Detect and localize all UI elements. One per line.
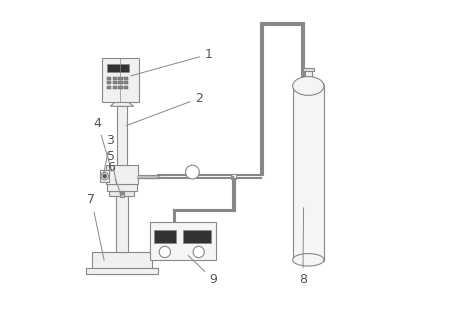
Circle shape [193,246,204,258]
Text: 9: 9 [188,255,217,286]
Bar [100,170,109,182]
Bar [304,70,311,78]
Circle shape [232,176,234,178]
Text: 4: 4 [94,117,112,171]
Bar [292,86,323,261]
Text: 6: 6 [107,161,119,191]
Bar [92,252,151,274]
Text: 2: 2 [126,92,203,126]
Bar [117,106,127,165]
Bar [115,192,128,252]
Ellipse shape [292,76,323,95]
Text: 1: 1 [131,48,213,76]
Bar [302,68,313,71]
Bar [119,189,124,197]
Text: 8: 8 [298,208,306,286]
Bar [112,81,117,84]
Text: 5: 5 [107,149,117,185]
Circle shape [102,174,106,178]
Bar [124,76,128,80]
Bar [183,230,211,243]
Polygon shape [110,102,133,106]
Circle shape [185,165,199,179]
Bar [230,174,235,179]
Bar [101,58,139,102]
Bar [107,81,111,84]
Bar [292,84,323,88]
Bar [118,76,122,80]
Circle shape [159,246,170,258]
Bar [118,81,122,84]
Bar [107,184,137,191]
Bar [107,86,111,89]
Ellipse shape [292,253,323,266]
Bar [107,76,111,80]
Bar [154,230,175,243]
Text: 3: 3 [103,134,114,173]
Bar [109,191,134,196]
Bar [112,86,117,89]
Bar [124,86,128,89]
Bar [112,76,117,80]
Bar [106,165,137,184]
Bar [150,222,215,260]
Circle shape [101,173,108,180]
Text: 7: 7 [87,193,104,260]
Bar [86,268,157,274]
Bar [118,86,122,89]
Bar [107,64,129,72]
Circle shape [120,191,123,195]
Bar [124,81,128,84]
